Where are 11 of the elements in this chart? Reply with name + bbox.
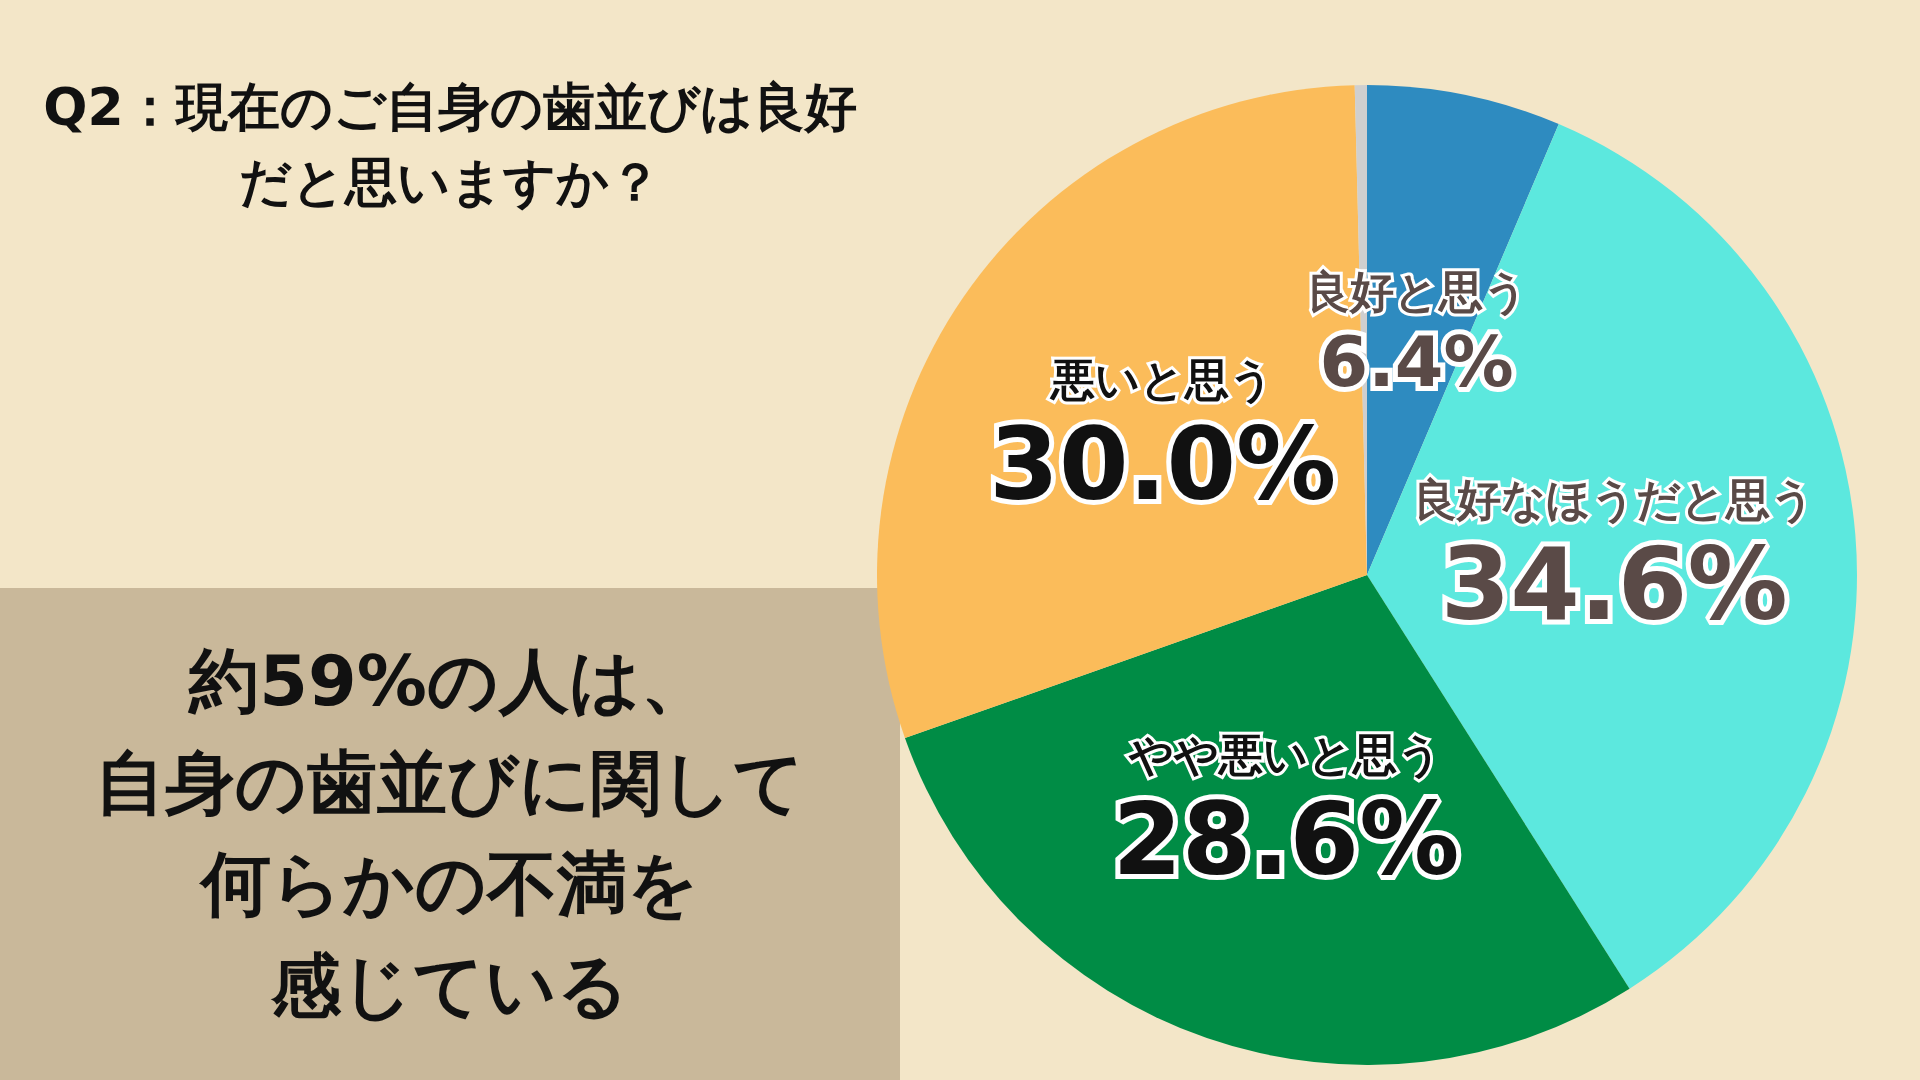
text: 感じている [271,943,629,1029]
data-label: 28.6% [1112,780,1460,898]
data-label: 34.6% [1440,526,1788,644]
slice-label: やや悪いと思う [1128,728,1443,780]
text: 約59%の人は、 [189,639,711,724]
slice-label: 悪いと思う [1049,353,1275,405]
text: Q2：現在のご自身の歯並びは良好だと思いますか？ [42,76,858,215]
slice-label: 良好なほうだと思う [1413,474,1816,526]
data-label: 30.0% [989,405,1337,523]
text: 自身の歯並びに関して [95,740,805,826]
text: 何らかの不満を [201,842,699,927]
